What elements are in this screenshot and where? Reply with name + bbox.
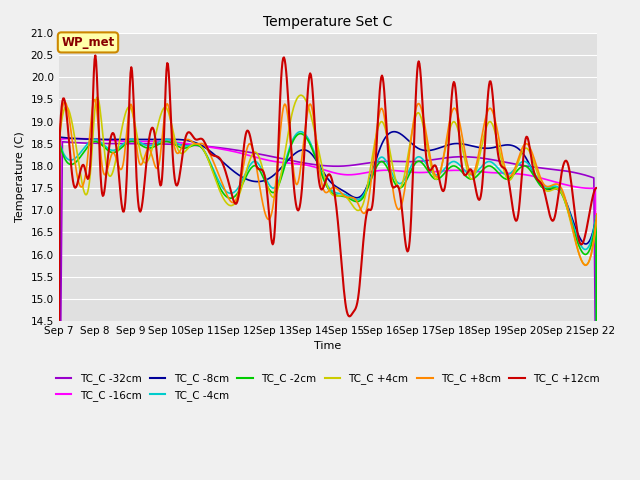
- Line: TC_C -2cm: TC_C -2cm: [59, 133, 597, 466]
- Line: TC_C +12cm: TC_C +12cm: [59, 56, 597, 480]
- TC_C +4cm: [120, 117, 127, 122]
- TC_C -8cm: [65, 135, 72, 141]
- TC_C -16cm: [121, 138, 129, 144]
- TC_C -32cm: [121, 141, 129, 146]
- TC_C +12cm: [175, 175, 183, 181]
- TC_C -8cm: [390, 129, 398, 134]
- TC_C +12cm: [121, 206, 129, 212]
- Text: WP_met: WP_met: [61, 36, 115, 49]
- TC_C -8cm: [394, 130, 401, 135]
- TC_C -8cm: [175, 137, 182, 143]
- TC_C -2cm: [203, 153, 211, 159]
- TC_C -2cm: [175, 144, 182, 149]
- TC_C +8cm: [204, 146, 211, 152]
- TC_C -2cm: [394, 184, 401, 190]
- X-axis label: Time: Time: [314, 341, 341, 351]
- TC_C -32cm: [65, 139, 73, 145]
- TC_C -32cm: [59, 139, 67, 144]
- TC_C -4cm: [55, 412, 63, 418]
- TC_C -8cm: [203, 146, 211, 152]
- Line: TC_C -8cm: TC_C -8cm: [59, 132, 597, 480]
- TC_C +12cm: [593, 185, 601, 191]
- TC_C +12cm: [204, 146, 211, 152]
- TC_C +4cm: [175, 147, 182, 153]
- TC_C -32cm: [410, 159, 417, 165]
- TC_C -4cm: [296, 129, 304, 134]
- TC_C -8cm: [410, 142, 417, 148]
- TC_C -2cm: [410, 163, 417, 169]
- TC_C +8cm: [410, 119, 417, 125]
- TC_C -16cm: [204, 144, 211, 150]
- TC_C +12cm: [92, 53, 99, 59]
- TC_C -16cm: [410, 169, 417, 175]
- Legend: TC_C -32cm, TC_C -16cm, TC_C -8cm, TC_C -4cm, TC_C -2cm, TC_C +4cm, TC_C +8cm, T: TC_C -32cm, TC_C -16cm, TC_C -8cm, TC_C …: [52, 370, 604, 405]
- TC_C -8cm: [120, 136, 127, 142]
- TC_C +4cm: [593, 215, 601, 221]
- TC_C +8cm: [121, 151, 129, 157]
- TC_C +8cm: [65, 110, 72, 116]
- TC_C -4cm: [203, 153, 211, 158]
- TC_C +4cm: [203, 154, 211, 159]
- TC_C -32cm: [394, 158, 401, 164]
- TC_C -4cm: [65, 156, 72, 162]
- TC_C -32cm: [204, 144, 211, 149]
- TC_C +4cm: [410, 122, 417, 128]
- TC_C -2cm: [55, 412, 63, 418]
- Line: TC_C -4cm: TC_C -4cm: [59, 132, 597, 463]
- TC_C +12cm: [65, 131, 72, 137]
- Line: TC_C -32cm: TC_C -32cm: [59, 142, 597, 480]
- TC_C -4cm: [394, 180, 401, 185]
- TC_C +8cm: [593, 211, 601, 217]
- TC_C -2cm: [65, 161, 72, 167]
- Line: TC_C -16cm: TC_C -16cm: [59, 139, 597, 480]
- TC_C +12cm: [394, 183, 401, 189]
- TC_C +4cm: [394, 183, 401, 189]
- TC_C -4cm: [410, 159, 417, 165]
- TC_C -16cm: [394, 168, 401, 174]
- TC_C -32cm: [175, 142, 183, 147]
- Line: TC_C +8cm: TC_C +8cm: [59, 99, 597, 480]
- TC_C -2cm: [593, 463, 601, 469]
- TC_C -2cm: [120, 143, 127, 148]
- TC_C -16cm: [593, 444, 601, 449]
- TC_C +8cm: [394, 206, 401, 212]
- TC_C +8cm: [91, 96, 99, 102]
- TC_C -16cm: [71, 136, 79, 142]
- TC_C +4cm: [298, 92, 305, 98]
- Y-axis label: Temperature (C): Temperature (C): [15, 132, 25, 222]
- TC_C -16cm: [175, 140, 183, 145]
- TC_C +8cm: [175, 149, 183, 155]
- TC_C -2cm: [296, 131, 304, 136]
- Title: Temperature Set C: Temperature Set C: [263, 15, 392, 29]
- TC_C +4cm: [65, 106, 72, 112]
- TC_C -4cm: [593, 460, 601, 466]
- TC_C -4cm: [120, 141, 127, 146]
- TC_C -4cm: [175, 141, 182, 147]
- TC_C -8cm: [593, 399, 601, 405]
- TC_C -16cm: [65, 136, 72, 142]
- Line: TC_C +4cm: TC_C +4cm: [59, 95, 597, 480]
- TC_C +12cm: [410, 156, 417, 162]
